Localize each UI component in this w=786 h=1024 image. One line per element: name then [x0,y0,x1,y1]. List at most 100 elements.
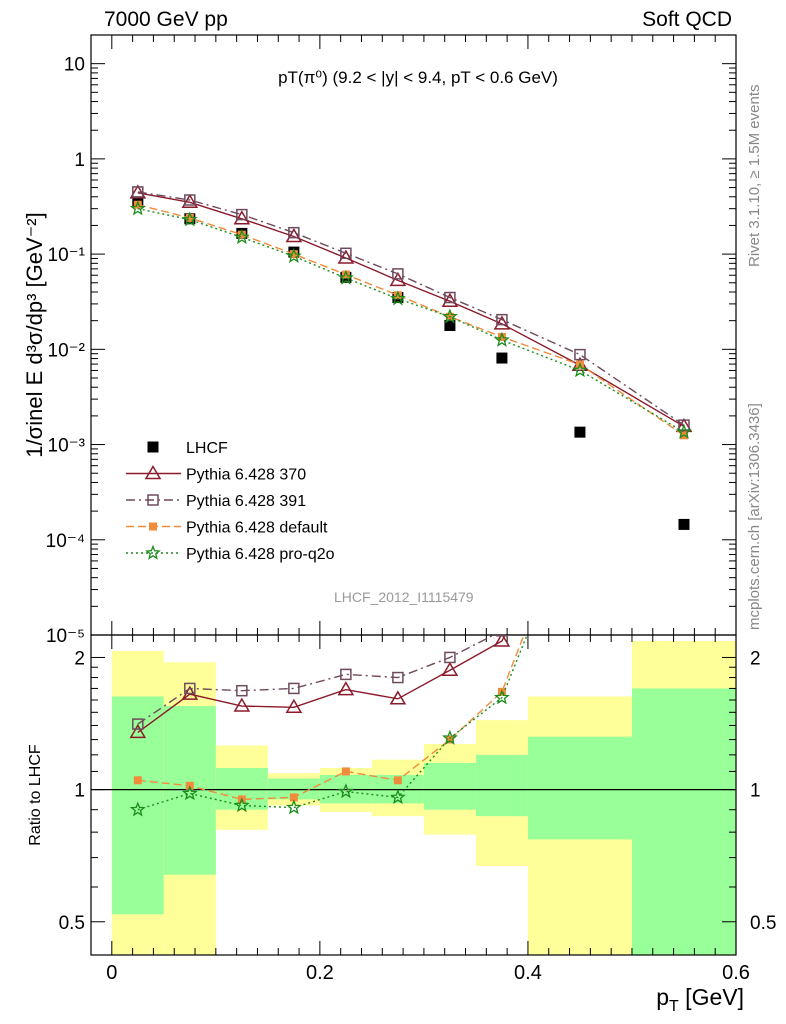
header-right-label: Soft QCD [642,8,732,31]
ratio-point-proq2o [441,729,458,745]
ratio-point-default [445,735,454,744]
ratio-line-p370 [137,635,506,733]
ratio-point-default [680,378,688,386]
y-tick-label: 10⁻³ [48,436,86,457]
legend-marker-default [149,522,157,531]
ratio-point-proq2o [286,799,302,815]
ratio-band-inner [527,736,632,840]
legend-marker-proq2o [145,544,161,560]
data-point-default [237,230,246,239]
legend-label-p370: Pythia 6.428 370 [186,467,306,484]
data-point-lhcf [678,518,690,530]
data-point-p391 [392,268,404,280]
ratio-point-p391 [340,668,352,681]
data-point-p370 [233,210,251,225]
ratio-y-tick-label-right: 1 [750,781,761,802]
ratio-point-p370 [677,344,691,356]
header-left-label: 7000 GeV pp [104,8,228,31]
ratio-band-inner [215,768,268,810]
data-point-proq2o [129,200,146,216]
ratio-point-p391 [679,327,689,337]
data-point-default [393,291,402,300]
ratio-point-p391 [288,682,300,695]
legend-marker-lhcf [147,441,159,453]
data-point-p391 [184,194,196,206]
ratio-point-p370 [233,697,251,712]
ratio-y-tick-label-right: 2 [750,648,761,669]
data-point-default [289,250,298,259]
ratio-y-tick-label: 1 [74,781,85,802]
data-point-p391 [132,186,144,198]
ratio-point-p391 [575,460,585,470]
ratio-point-p391 [132,718,144,730]
data-point-p370 [181,193,199,209]
data-point-p370 [493,315,511,330]
ratio-point-proq2o [390,789,406,805]
y-tick-label: 10⁻⁵ [46,626,85,647]
data-point-proq2o [493,331,510,347]
y-tick-label: 1 [74,150,85,171]
ratio-point-default [393,776,402,785]
sidebar-rivet-label: Rivet 3.1.10, ≥ 1.5M events [746,84,763,268]
legend-marker-p370 [144,465,162,480]
series-line-default [137,204,685,436]
data-point-lhcf [574,426,586,438]
data-point-default [497,332,506,341]
series-line-p391 [137,191,685,426]
data-point-p391 [496,313,508,326]
y-tick-label: 10 [64,55,85,76]
main-frame [90,34,737,636]
x-tick-label: 0.4 [514,962,542,984]
ratio-point-proq2o [337,783,354,799]
x-tick-label: 0.6 [722,962,750,984]
x-axis-title: pT [GeV] [656,984,744,1015]
ratio-point-p391 [236,684,248,697]
ratio-point-proq2o [678,364,690,376]
data-point-proq2o [233,228,250,245]
legend-label-default: Pythia 6.428 default [186,520,328,537]
data-point-p391 [288,226,300,239]
ratio-point-p370 [441,661,459,677]
ratio-point-proq2o [574,496,586,508]
ratio-point-default [576,487,584,495]
data-point-proq2o [338,269,354,285]
data-point-p370 [441,292,459,307]
ratio-point-p391 [184,682,196,695]
data-point-p391 [236,208,248,221]
ratio-band-inner [111,696,164,915]
legend-label-proq2o: Pythia 6.428 pro-q2o [186,546,335,563]
data-point-proq2o [285,247,302,263]
ratio-point-default [133,776,142,785]
ratio-y-tick-label: 2 [74,648,85,669]
data-point-default [341,270,350,279]
data-point-proq2o [181,211,198,227]
ratio-line-default [137,635,525,801]
ratio-point-p391 [496,635,508,637]
ratio-point-p370 [129,723,147,739]
sidebar-mcplots-label: mcplots.cern.ch [arXiv:1306.3436] [746,403,763,630]
ratio-line-p391 [137,635,496,725]
data-point-p391 [678,419,690,431]
legend-label-p391: Pythia 6.428 391 [186,493,306,510]
data-point-p391 [574,348,586,361]
ratio-series-group [129,327,691,817]
series-line-proq2o [137,207,685,433]
x-axis-title-sub: T [669,998,679,1015]
ratio-y-tick-label: 0.5 [59,913,85,934]
x-tick-label: 0.2 [306,962,334,984]
x-tick-label: 0 [106,962,117,984]
ratio-point-proq2o [493,689,510,705]
ratio-point-p370 [389,690,407,705]
ratio-band-inner [163,706,216,875]
data-point-p391 [340,247,352,260]
ratio-y-tick-label-right: 0.5 [750,913,776,934]
ratio-frame [90,634,737,956]
ratio-band-inner [631,688,736,955]
ratio-point-proq2o [181,785,198,801]
ratio-point-default [341,767,350,776]
x-axis-title-unit: [GeV] [679,984,744,1010]
data-point-proq2o [389,290,406,306]
y-tick-label: 10⁻¹ [48,245,86,266]
y-axis-title: 1/σinel E d³σ/dp³ [GeV⁻²] [22,212,47,457]
